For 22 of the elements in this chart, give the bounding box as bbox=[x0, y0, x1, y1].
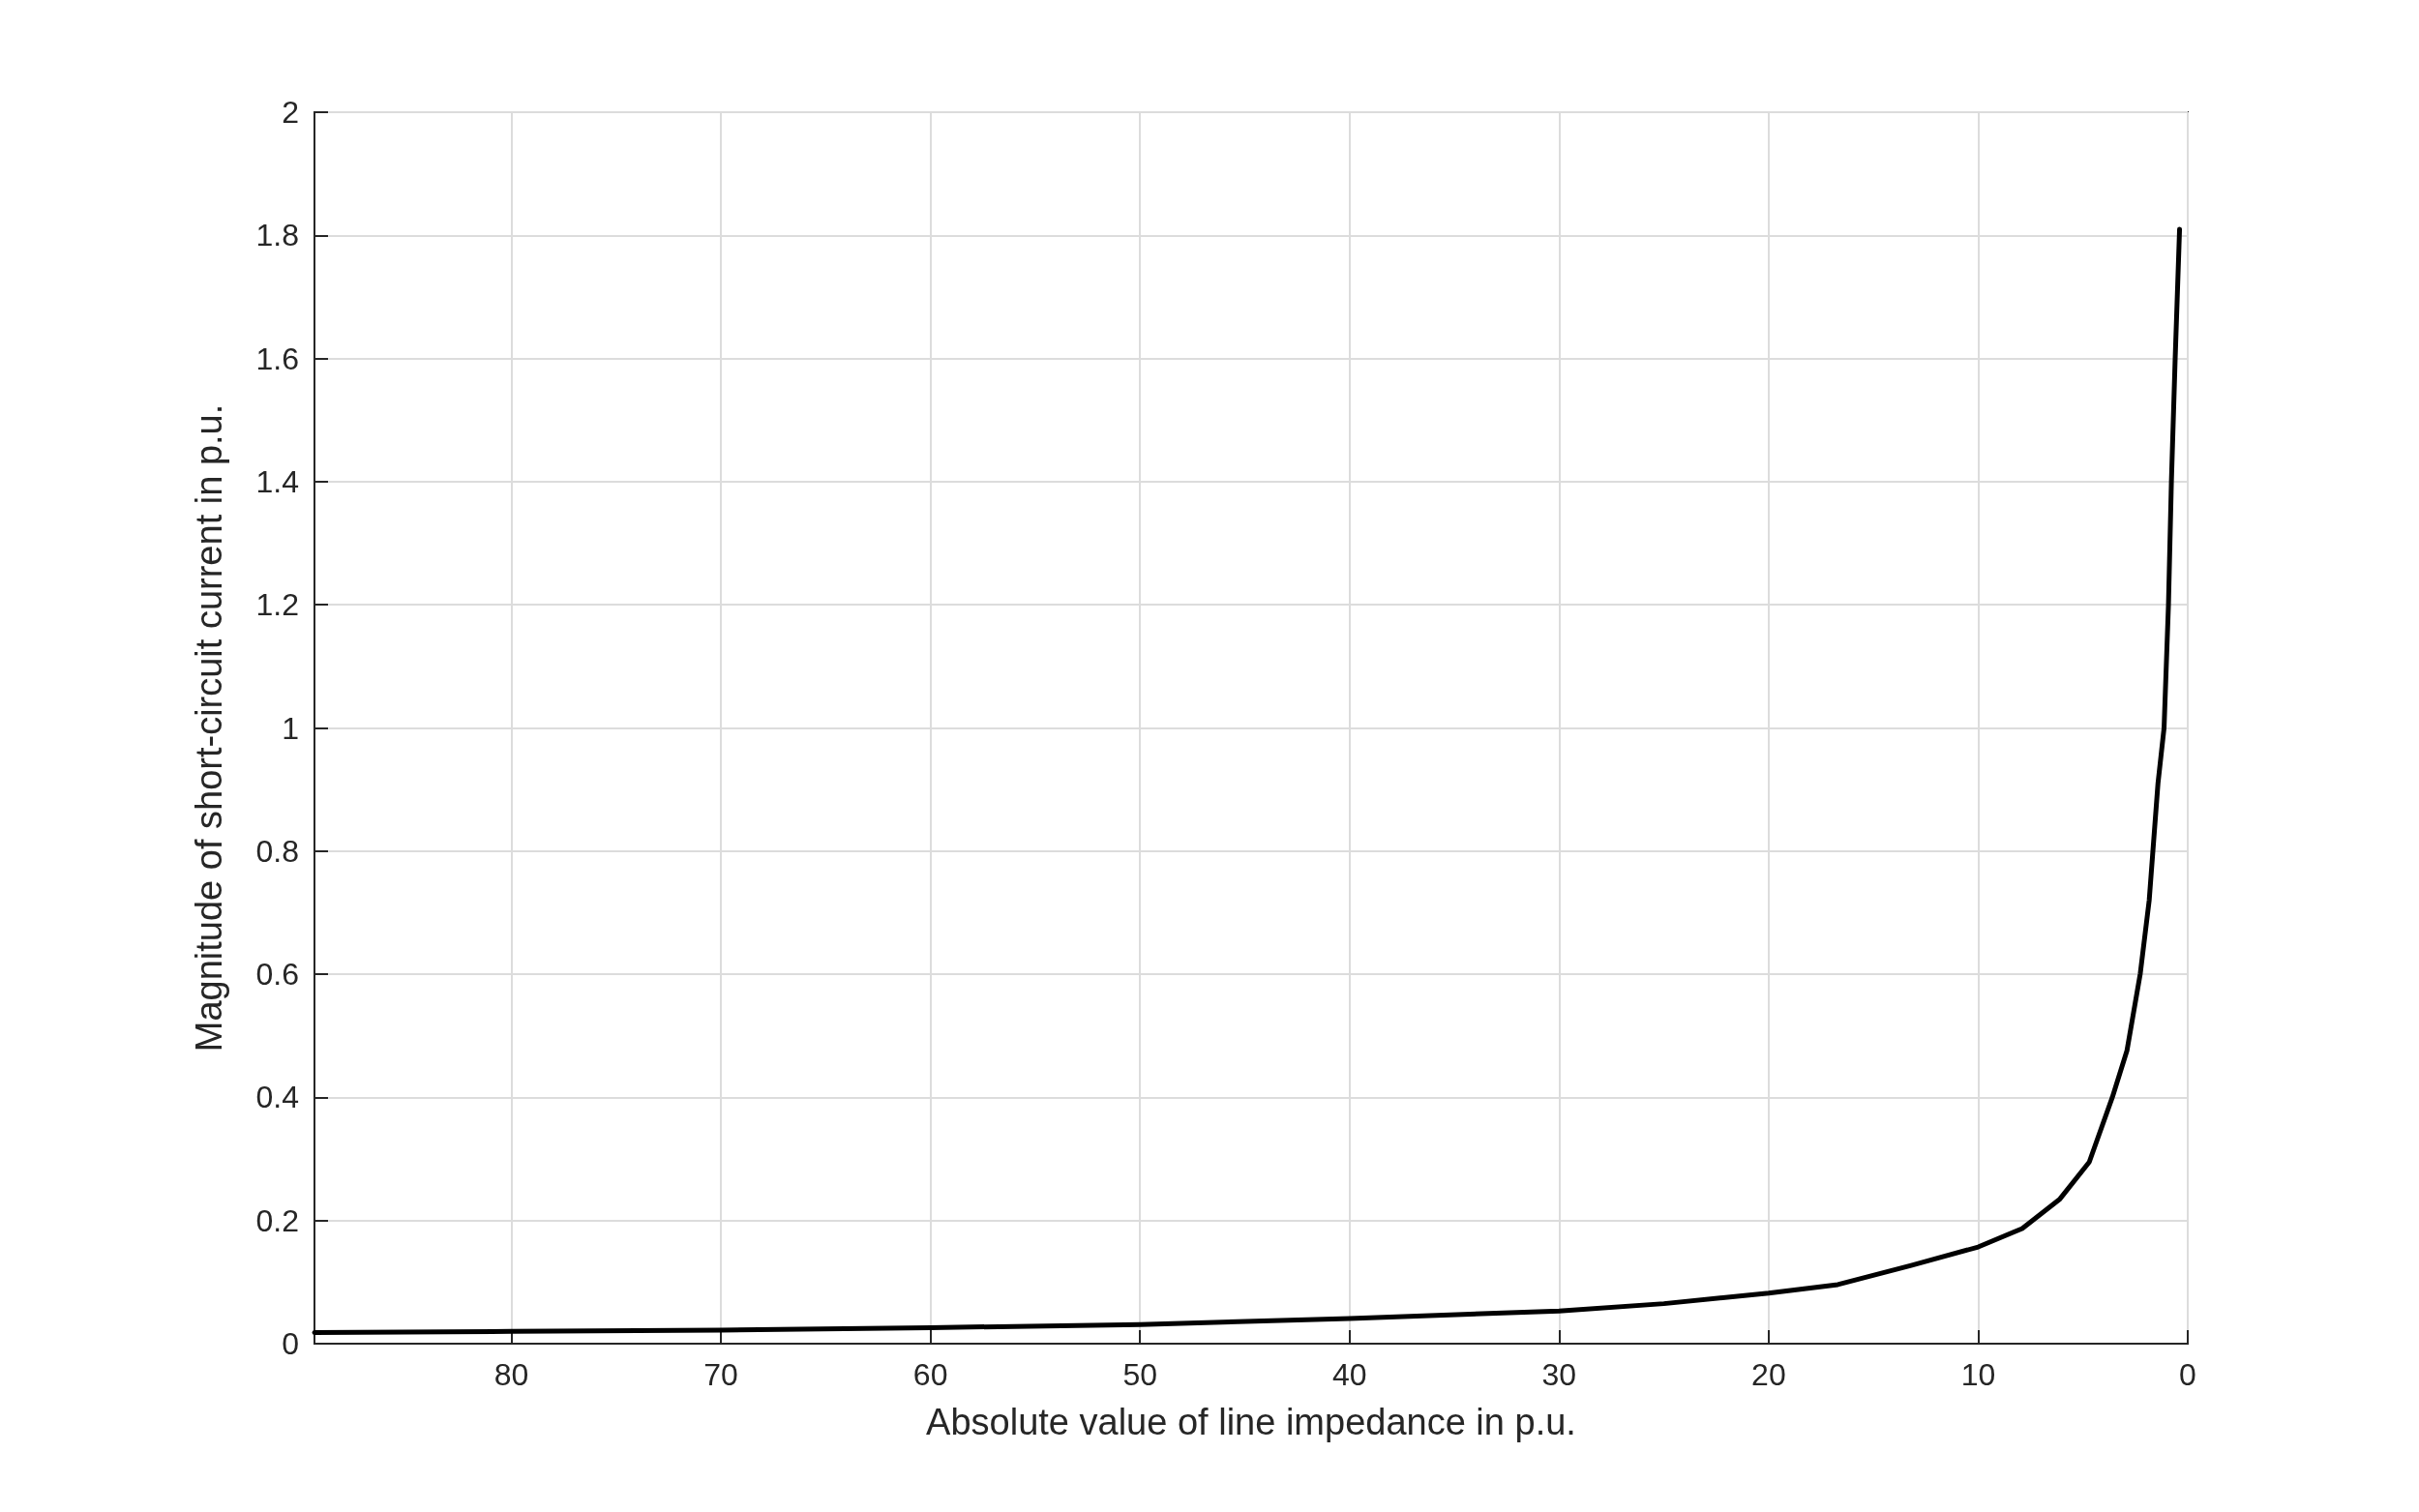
x-tick-label: 50 bbox=[1122, 1357, 1158, 1392]
y-tick-label: 1 bbox=[282, 710, 299, 746]
y-tick-label: 0.4 bbox=[255, 1080, 299, 1115]
x-tick-label: 70 bbox=[703, 1357, 738, 1392]
y-tick-label: 1.4 bbox=[255, 463, 299, 499]
x-tick-label: 0 bbox=[2179, 1357, 2196, 1392]
x-tick-label: 80 bbox=[493, 1357, 529, 1392]
x-tick-label: 20 bbox=[1751, 1357, 1786, 1392]
y-tick-label: 1.2 bbox=[255, 587, 299, 623]
y-tick-label: 2 bbox=[282, 95, 299, 130]
x-tick-label: 40 bbox=[1331, 1357, 1367, 1392]
y-tick-label: 0.8 bbox=[255, 833, 299, 869]
x-tick-label: 60 bbox=[912, 1357, 948, 1392]
x-tick-label: 10 bbox=[1960, 1357, 1996, 1392]
y-tick-label: 0.2 bbox=[255, 1202, 299, 1238]
y-axis-title: Magnitude of short-circuit current in p.u. bbox=[189, 403, 229, 1052]
y-tick-label: 1.6 bbox=[255, 341, 299, 376]
x-tick-label: 30 bbox=[1541, 1357, 1577, 1392]
y-tick-label: 0.6 bbox=[255, 957, 299, 993]
y-tick-label: 1.8 bbox=[255, 218, 299, 253]
y-tick-label: 0 bbox=[282, 1326, 299, 1361]
x-axis-title: Absolute value of line impedance in p.u. bbox=[926, 1402, 1576, 1442]
